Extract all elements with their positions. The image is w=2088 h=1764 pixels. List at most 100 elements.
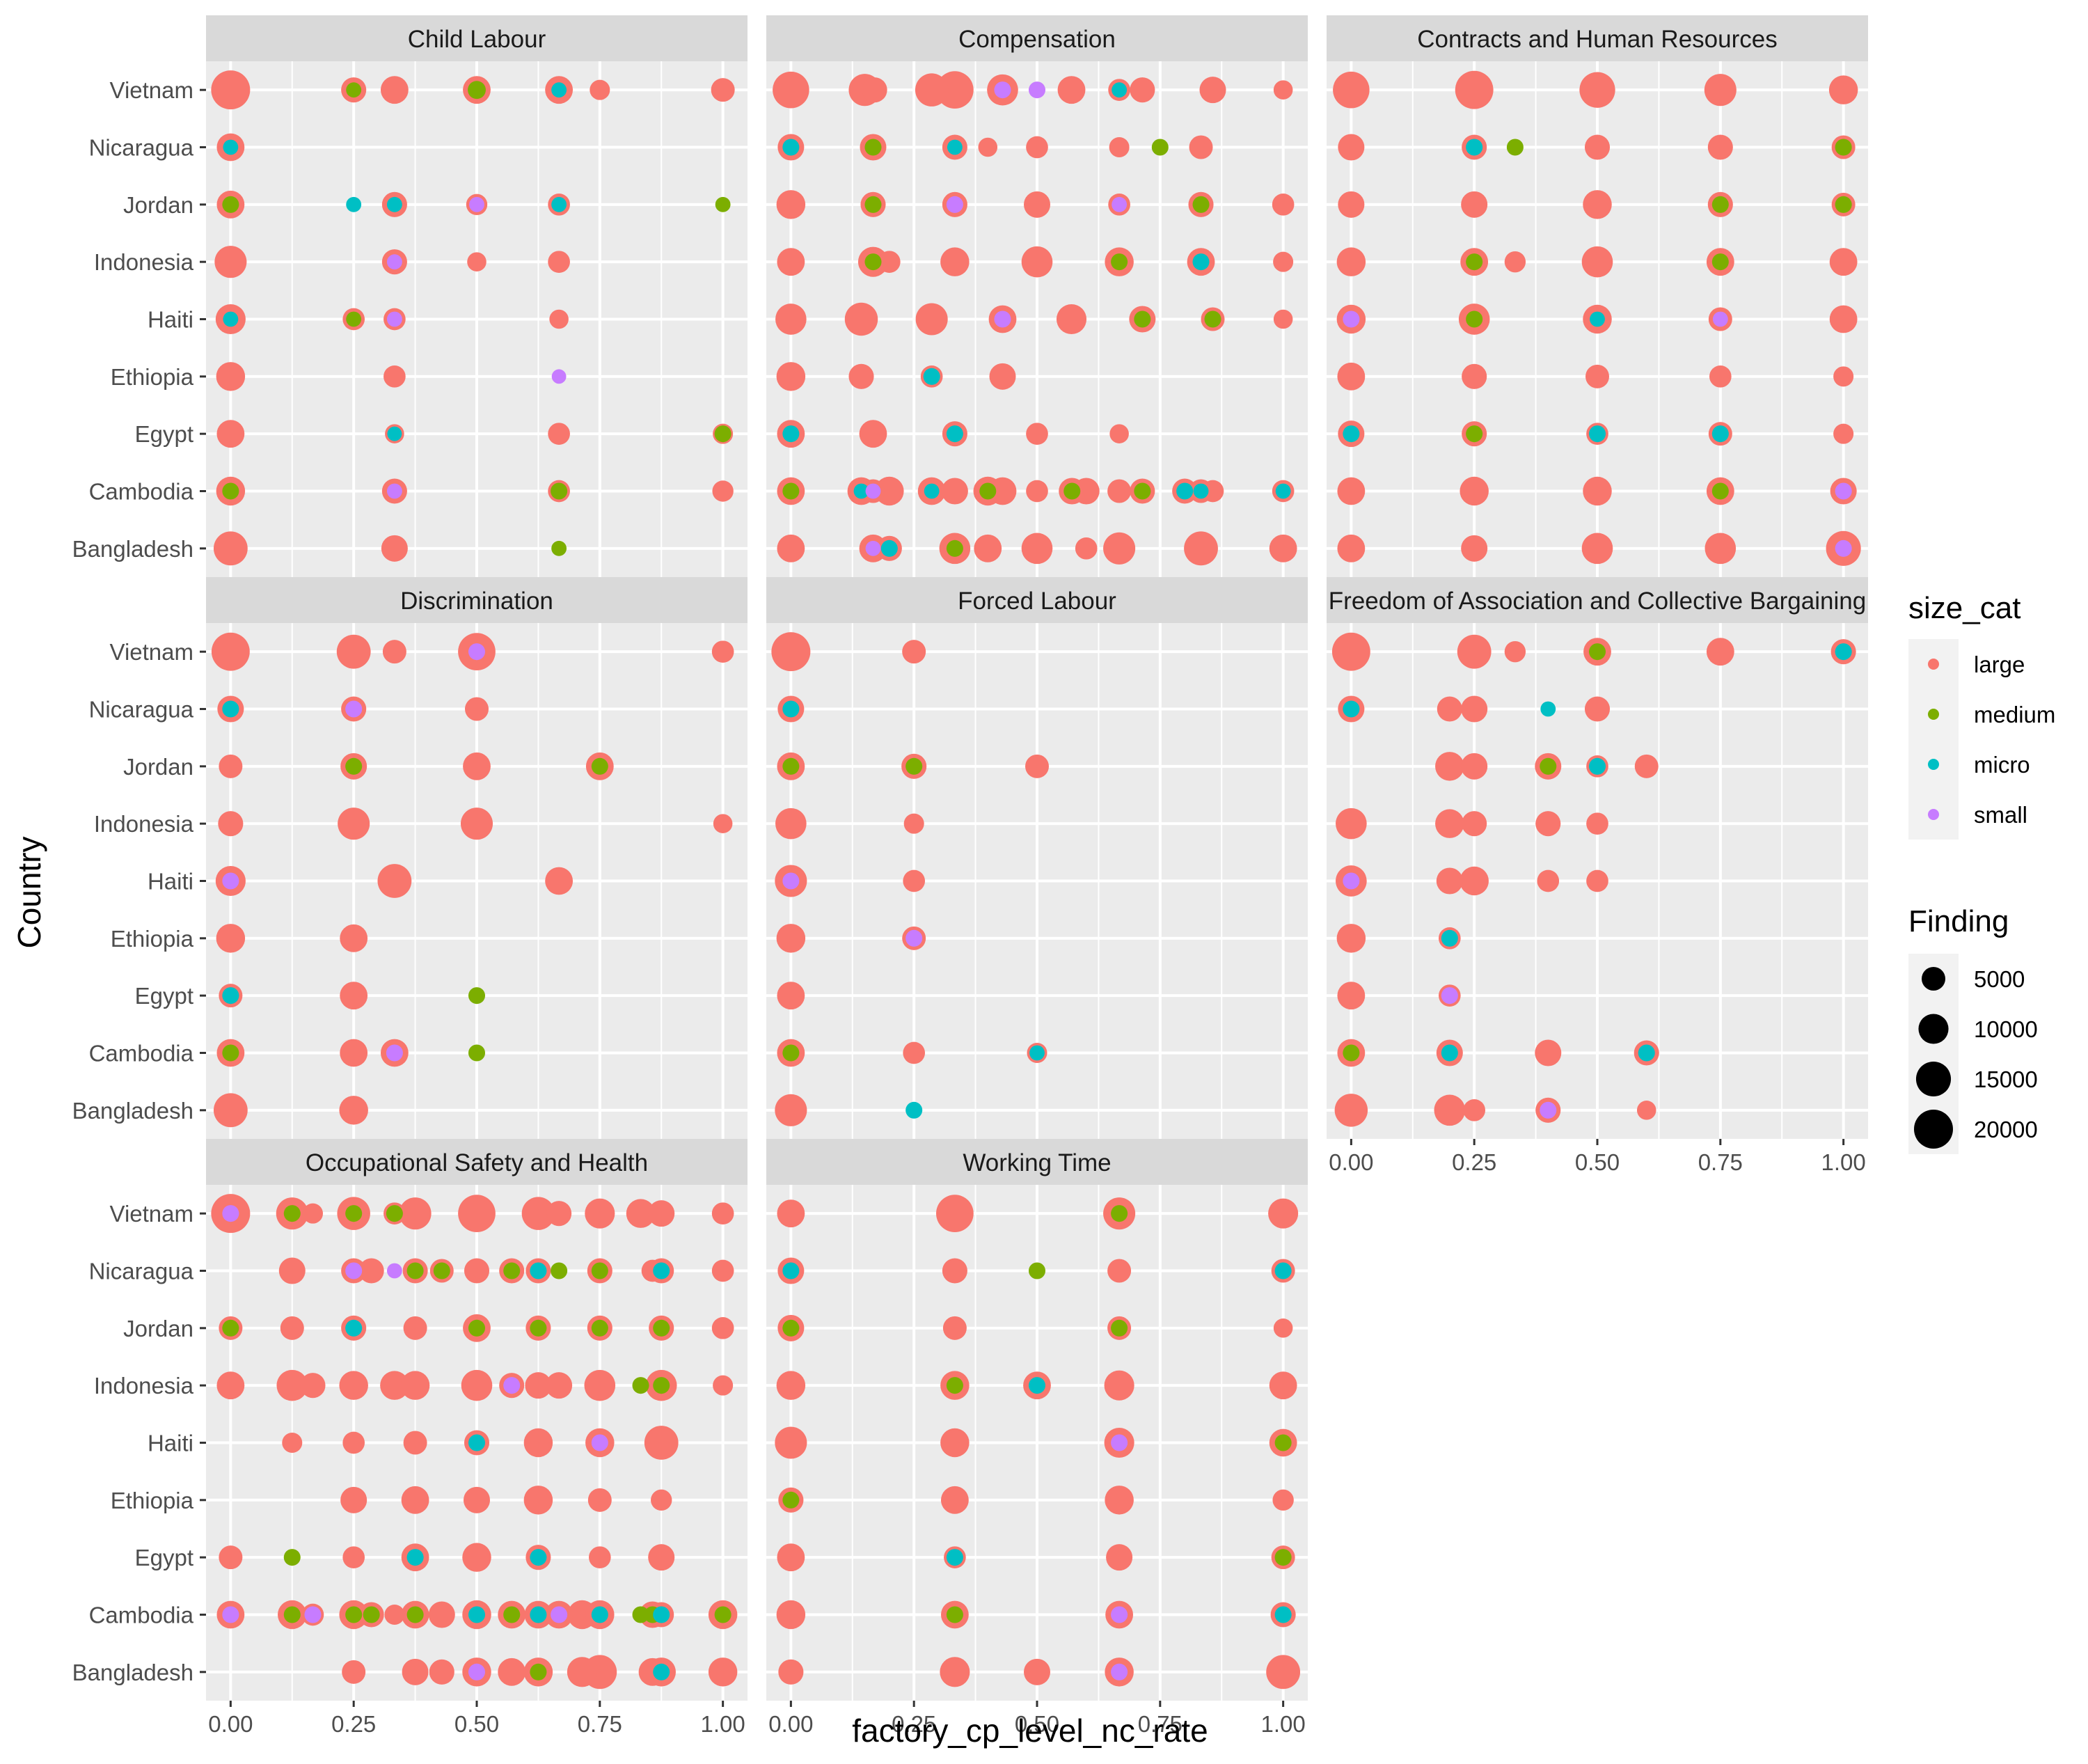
y-axis-title: Country [11,836,47,948]
point-medium-bangladesh [551,540,567,556]
point-large-nicaragua [978,137,998,157]
point-large-haiti [644,1426,679,1460]
point-large-indonesia [777,248,805,276]
point-small-cambodia [386,483,402,499]
point-large-haiti [775,304,807,335]
point-medium-nicaragua [433,1262,450,1279]
point-large-bangladesh [213,1093,248,1128]
point-small-bangladesh [1540,1101,1557,1119]
point-large-cambodia [428,1601,455,1628]
point-large-vietnam [1504,640,1526,663]
point-large-cambodia [1107,479,1132,503]
point-large-vietnam [1706,638,1734,666]
point-micro-nicaragua [1274,1262,1292,1279]
point-micro-cambodia [1638,1044,1655,1062]
point-medium-nicaragua [503,1262,521,1279]
panel-strip [766,1139,1308,1185]
y-tick-label: Vietnam [110,639,193,665]
legend-key-large [1928,659,1939,670]
point-medium-cambodia [222,1044,239,1062]
point-large-indonesia [776,1371,806,1400]
point-large-jordan [1023,191,1051,218]
point-large-indonesia [1021,246,1053,278]
point-large-bangladesh [1463,1098,1486,1121]
point-medium-cambodia [1343,1044,1360,1062]
panel-working-time: Working Time 0.00 0.25 0.50 0.75 1.00 [766,1139,1308,1737]
point-large-bangladesh [1023,1658,1051,1685]
y-tick-label: Nicaragua [89,135,194,161]
point-large-ethiopia [776,362,806,391]
y-tick-label: Bangladesh [72,1098,193,1124]
legend-size-key [1918,1014,1949,1044]
legend-key-micro [1928,759,1939,770]
panel-title: Freedom of Association and Collective Ba… [1329,588,1866,615]
point-small-vietnam [222,1205,239,1222]
point-large-indonesia [338,808,370,840]
point-large-indonesia [300,1373,326,1399]
x-tick-label: 0.50 [1015,1711,1059,1737]
point-small-cambodia [551,1606,568,1623]
point-micro-nicaragua [223,139,239,155]
point-medium-cambodia [468,1044,486,1062]
point-large-jordan [711,1316,734,1339]
point-small-nicaragua [345,1262,363,1279]
point-large-cambodia [1583,476,1612,506]
point-medium-jordan [345,757,363,775]
point-medium-cambodia [782,1044,800,1062]
point-large-haiti [549,309,569,329]
point-large-vietnam [1333,71,1370,109]
point-micro-cambodia [1441,1044,1458,1062]
point-medium-indonesia [946,1377,963,1394]
point-micro-cambodia [591,1606,608,1623]
point-large-nicaragua [1437,696,1462,722]
point-medium-jordan [530,1319,547,1337]
point-large-haiti [1460,866,1489,896]
point-micro-egypt [530,1549,547,1566]
point-large-vietnam [302,1203,323,1224]
point-large-bangladesh [974,534,1002,562]
point-small-bangladesh [865,540,881,556]
panel-strip [206,577,748,623]
point-small-nicaragua [345,700,363,718]
point-large-ethiopia [463,1486,491,1513]
point-medium-egypt [468,987,486,1005]
point-micro-cambodia [853,483,869,499]
point-large-jordan [1634,754,1659,778]
point-large-egypt [777,982,805,1010]
point-large-egypt [1833,423,1854,444]
point-large-egypt [648,1544,675,1571]
point-large-ethiopia [216,924,246,953]
point-micro-egypt [406,1549,424,1566]
point-micro-nicaragua [530,1262,547,1279]
point-small-bangladesh [1835,540,1852,557]
x-tick-label: 0.00 [208,1711,253,1737]
point-large-haiti [1537,869,1560,892]
point-micro-jordan [1588,757,1606,775]
point-large-nicaragua [1584,696,1611,722]
y-tick-label: Bangladesh [72,536,193,562]
point-large-jordan [1273,1318,1293,1338]
point-large-haiti [377,864,412,898]
point-large-nicaragua [1338,134,1365,161]
point-micro-vietnam [1835,643,1852,661]
point-small-bangladesh [1111,1663,1128,1680]
point-medium-jordan [782,1319,800,1337]
x-tick-label: 0.75 [578,1711,622,1737]
point-small-vietnam [994,81,1011,99]
panel-forced-labour: Forced Labour [766,577,1308,1139]
y-tick-label: Cambodia [89,1602,194,1628]
legend-size-label: 5000 [1974,966,2025,992]
point-medium-egypt [1274,1549,1292,1566]
point-large-jordan [403,1316,427,1340]
point-large-egypt [462,1543,491,1572]
point-medium-jordan [591,1319,608,1337]
y-tick-label: Egypt [135,983,193,1009]
point-micro-cambodia [1274,1606,1292,1623]
point-large-vietnam [546,1201,572,1227]
point-large-nicaragua [465,697,489,721]
point-medium-jordan [715,196,731,212]
point-large-vietnam [585,1198,615,1229]
point-small-ethiopia [551,369,567,384]
panel-title: Working Time [963,1149,1111,1176]
